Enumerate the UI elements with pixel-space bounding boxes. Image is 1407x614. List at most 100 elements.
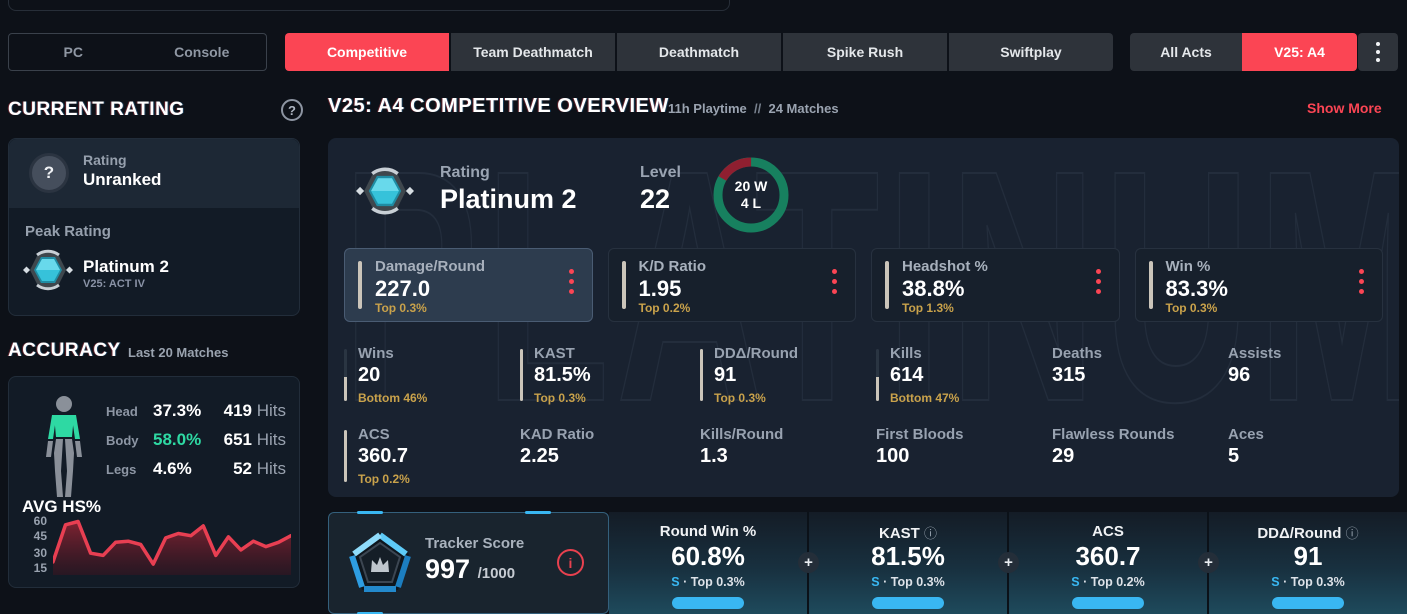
overflow-menu-icon[interactable] (1358, 33, 1398, 71)
platform-toggle[interactable]: PC Console (8, 33, 267, 71)
ytick-15: 15 (33, 561, 47, 575)
ytick-60: 60 (33, 514, 47, 528)
tab-swiftplay[interactable]: Swiftplay (949, 33, 1113, 71)
percentile-bar (358, 261, 362, 309)
rating-value: Unranked (83, 170, 162, 189)
mode-tabs: Competitive Team Deathmatch Deathmatch S… (285, 33, 1113, 71)
segment-dd-round[interactable]: + DDΔ/Round ⓘ 91 S · Top 0.3% (1198, 512, 1407, 614)
ytick-45: 45 (33, 529, 47, 543)
featured-stats-row: Damage/Round 227.0 Top 0.3% K/D Ratio 1.… (344, 248, 1383, 322)
stat-assists: Assists 96 (1228, 345, 1282, 386)
accuracy-subtitle: Last 20 Matches (128, 345, 229, 360)
tab-spike-rush[interactable]: Spike Rush (783, 33, 947, 71)
playtime-summary: 11h Playtime // 24 Matches (668, 101, 839, 116)
competitive-overview-card: PLATINUM Rating Platinum 2 Level 22 20 W… (328, 138, 1399, 497)
grade-underline (672, 597, 744, 609)
accuracy-title: ACCURACY (8, 340, 121, 361)
stat-percentile: Top 0.3% (375, 301, 427, 315)
grade-underline (1272, 597, 1344, 609)
peak-rating-label: Peak Rating (25, 223, 111, 240)
tab-team-deathmatch[interactable]: Team Deathmatch (451, 33, 615, 71)
featured-stat-kd-ratio[interactable]: K/D Ratio 1.95 Top 0.2% (607, 248, 856, 322)
stat-dd-round: DDΔ/Round 91 Top 0.3% (700, 345, 872, 407)
stat-menu-icon[interactable] (1095, 269, 1101, 294)
avg-hs-title: AVG HS% (22, 497, 102, 516)
stat-aces: Aces 5 (1228, 426, 1264, 467)
stat-kast: KAST 81.5% Top 0.3% (520, 345, 692, 407)
stat-value: 227.0 (375, 276, 431, 301)
stat-deaths: Deaths 315 (1052, 345, 1103, 386)
grade-underline (872, 597, 944, 609)
percentile-bar (885, 261, 889, 309)
info-icon[interactable]: i (557, 549, 584, 576)
losses-count: 4 L (740, 195, 762, 211)
win-loss-donut: 20 W 4 L (710, 154, 792, 236)
percentile-bar (621, 261, 626, 309)
level-label: Level (640, 164, 681, 181)
info-icon: ⓘ (1345, 526, 1359, 541)
featured-stat-headshot[interactable]: Headshot % 38.8% Top 1.3% (871, 248, 1120, 322)
level-value: 22 (640, 184, 671, 214)
stat-label: K/D Ratio (638, 258, 707, 275)
head-hits: 419 Hits (223, 401, 286, 420)
stat-label: Damage/Round (375, 258, 486, 275)
platform-pc-button[interactable]: PC (63, 44, 83, 60)
stat-menu-icon[interactable] (568, 269, 574, 294)
segment-acs[interactable]: + ACS 360.7 S · Top 0.2% (998, 512, 1207, 614)
grade-underline (1072, 597, 1144, 609)
stat-kad-ratio: KAD Ratio 2.25 (520, 426, 595, 467)
matches-value: 24 Matches (768, 101, 839, 116)
body-label: Body (106, 433, 139, 448)
tracker-score-badge-icon (347, 530, 413, 601)
stat-kills: Kills 614 Bottom 47% (876, 345, 1048, 407)
stat-menu-icon[interactable] (832, 269, 837, 294)
avg-hs-sparkline-chart (53, 519, 291, 575)
stat-percentile: Top 1.3% (902, 301, 954, 315)
stat-value: 1.95 (638, 276, 682, 301)
featured-stat-damage-round[interactable]: Damage/Round 227.0 Top 0.3% (344, 248, 593, 322)
segment-kast[interactable]: + KAST ⓘ 81.5% S · Top 0.3% (798, 512, 1007, 614)
legs-label: Legs (106, 462, 137, 477)
tab-all-acts[interactable]: All Acts (1130, 33, 1242, 71)
tracker-score-panel: Tracker Score 997 /1000 i (328, 511, 609, 614)
stat-kills-round: Kills/Round 1.3 (700, 426, 784, 467)
plus-icon: + (998, 552, 1019, 573)
top-navigation: PC Console Competitive Team Deathmatch D… (0, 33, 1407, 71)
tab-deathmatch[interactable]: Deathmatch (617, 33, 781, 71)
current-rating-card: ? Rating Unranked Peak Rating Platinum 2… (8, 138, 300, 316)
score-segments: Round Win % 60.8% S · Top 0.3% + KAST ⓘ … (609, 512, 1407, 614)
platform-console-button[interactable]: Console (174, 44, 230, 60)
stat-value: 38.8% (902, 276, 965, 301)
rating-rank-icon (355, 162, 415, 225)
legs-hits: 52 Hits (233, 459, 286, 478)
accuracy-row-head: Head 37.3% 419 Hits (106, 401, 286, 421)
rating-label: Rating (83, 152, 127, 168)
stat-wins: Wins 20 Bottom 46% (344, 345, 516, 407)
head-label: Head (106, 404, 138, 419)
stat-value: 83.3% (1165, 276, 1228, 301)
tracker-score-label: Tracker Score (425, 535, 525, 552)
info-icon: ⓘ (924, 526, 938, 541)
rating-value: Platinum 2 (440, 184, 577, 214)
stat-percentile: Top 0.2% (638, 301, 691, 315)
segment-round-win[interactable]: Round Win % 60.8% S · Top 0.3% (609, 512, 807, 614)
current-rating-title: CURRENT RATING (8, 99, 185, 120)
stat-flawless-rounds: Flawless Rounds 29 (1052, 426, 1175, 467)
body-silhouette-icon (35, 395, 93, 504)
show-more-link[interactable]: Show More (1307, 100, 1382, 116)
stat-percentile: Top 0.3% (1165, 301, 1218, 315)
legs-pct: 4.6% (153, 459, 192, 478)
tracker-score-value: 997 /1000 (425, 554, 516, 584)
featured-stat-win-pct[interactable]: Win % 83.3% Top 0.3% (1134, 248, 1383, 322)
body-hits: 651 Hits (223, 430, 286, 449)
help-icon[interactable]: ? (281, 99, 303, 121)
tab-current-act[interactable]: V25: A4 (1242, 33, 1357, 71)
stat-label: Headshot % (902, 258, 988, 275)
stat-menu-icon[interactable] (1359, 269, 1364, 294)
ytick-30: 30 (33, 546, 47, 560)
act-filter: All Acts V25: A4 (1130, 33, 1357, 71)
tab-competitive[interactable]: Competitive (285, 33, 449, 71)
plus-icon: + (1198, 552, 1219, 573)
accuracy-row-legs: Legs 4.6% 52 Hits (106, 459, 286, 479)
wins-count: 20 W (734, 178, 768, 194)
